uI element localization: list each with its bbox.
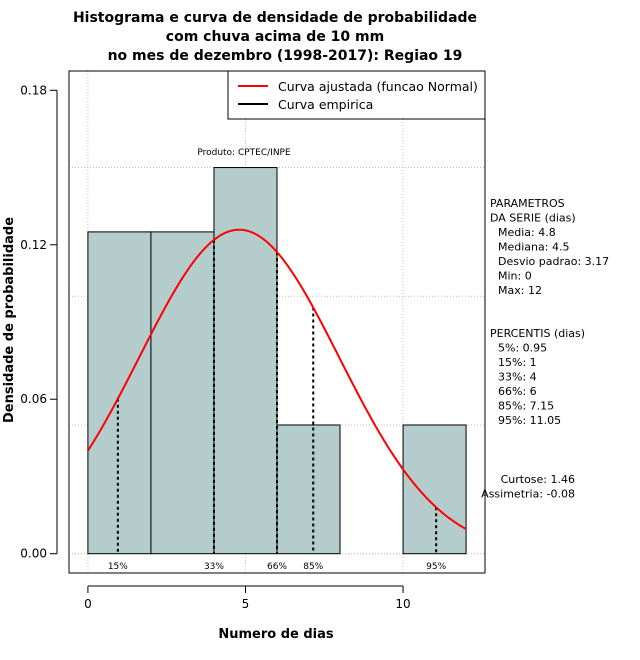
histogram-bar-3 [276,424,341,555]
side-percent-line-2: 15%: 1 [498,356,537,369]
percentile-label-0: 15% [108,562,128,572]
side-params-line-6: Max: 12 [498,284,542,297]
y-tick-label-2: 0.12 [20,238,47,252]
y-axis-label: Densidade de probabilidade [2,217,17,423]
histogram-bar-0 [87,231,152,555]
chart-title-line-1: Histograma e curva de densidade de proba… [73,10,477,26]
side-percent-line-5: 85%: 7.15 [498,400,554,413]
y-tick-label-1: 0.06 [20,392,47,406]
percentile-label-4: 95% [426,562,446,572]
series-parameters: PARAMETROS DA SERIE (dias)Media: 4.8 Media… [490,197,609,297]
side-shape-line-1: Assimetria: -0.08 [481,488,575,501]
side-params-line-1: DA SERIE (dias) [490,212,576,225]
y-tick-label-0: 0.00 [20,547,47,561]
legend-label-empirical: Curva empirica [278,97,373,112]
chart-title-line-3: no mes de dezembro (1998-2017): Regiao 1… [108,48,463,64]
x-tick-label-1: 5 [242,597,250,611]
histogram-bar-5 [402,424,467,555]
y-tick-label-3: 0.18 [20,83,47,97]
x-axis-label: Numero de dias [218,627,334,642]
chart-title-line-2: com chuva acima de 10 mm [166,29,384,45]
histogram-bar-1 [150,231,215,555]
side-percent-line-4: 66%: 6 [498,385,537,398]
percentile-lines: 15% 33% 66% 85% 95% [108,239,447,572]
percentile-label-1: 33% [204,562,224,572]
fitted-normal-curve [87,228,467,530]
side-percent-line-1: 5%: 0.95 [498,342,547,355]
side-percent-line-6: 95%: 11.05 [498,414,561,427]
x-axis: 0 5 10 [84,585,411,611]
legend-label-fitted: Curva ajustada (funcao Normal) [278,79,478,94]
side-params-line-4: Desvio padrao: 3.17 [498,255,609,268]
x-tick-label-2: 10 [395,597,410,611]
legend-box [227,70,486,120]
legend: Curva ajustada (funcao Normal) Curva emp… [227,70,486,120]
x-tick-label-0: 0 [84,597,92,611]
side-params-line-0: PARAMETROS [490,197,565,210]
series-shape-stats: Curtose: 1.46 Assimetria: -0.08 [481,473,575,501]
histogram-bars [87,167,467,555]
side-percent-line-0: PERCENTIS (dias) [490,327,585,340]
side-shape-line-0: Curtose: 1.46 [501,473,575,486]
percentile-label-3: 85% [303,562,323,572]
product-annotation: Produto: CPTEC/INPE [197,148,291,158]
side-params-line-3: Mediana: 4.5 [498,241,569,254]
percentile-label-2: 66% [267,562,287,572]
side-percent-line-3: 33%: 4 [498,371,537,384]
side-params-line-2: Media: 4.8 [498,226,556,239]
histogram-bar-2 [213,167,278,555]
y-axis: 0.00 0.06 0.12 0.18 [20,83,58,561]
fitted-curve [87,228,467,530]
side-params-line-5: Min: 0 [498,270,532,283]
